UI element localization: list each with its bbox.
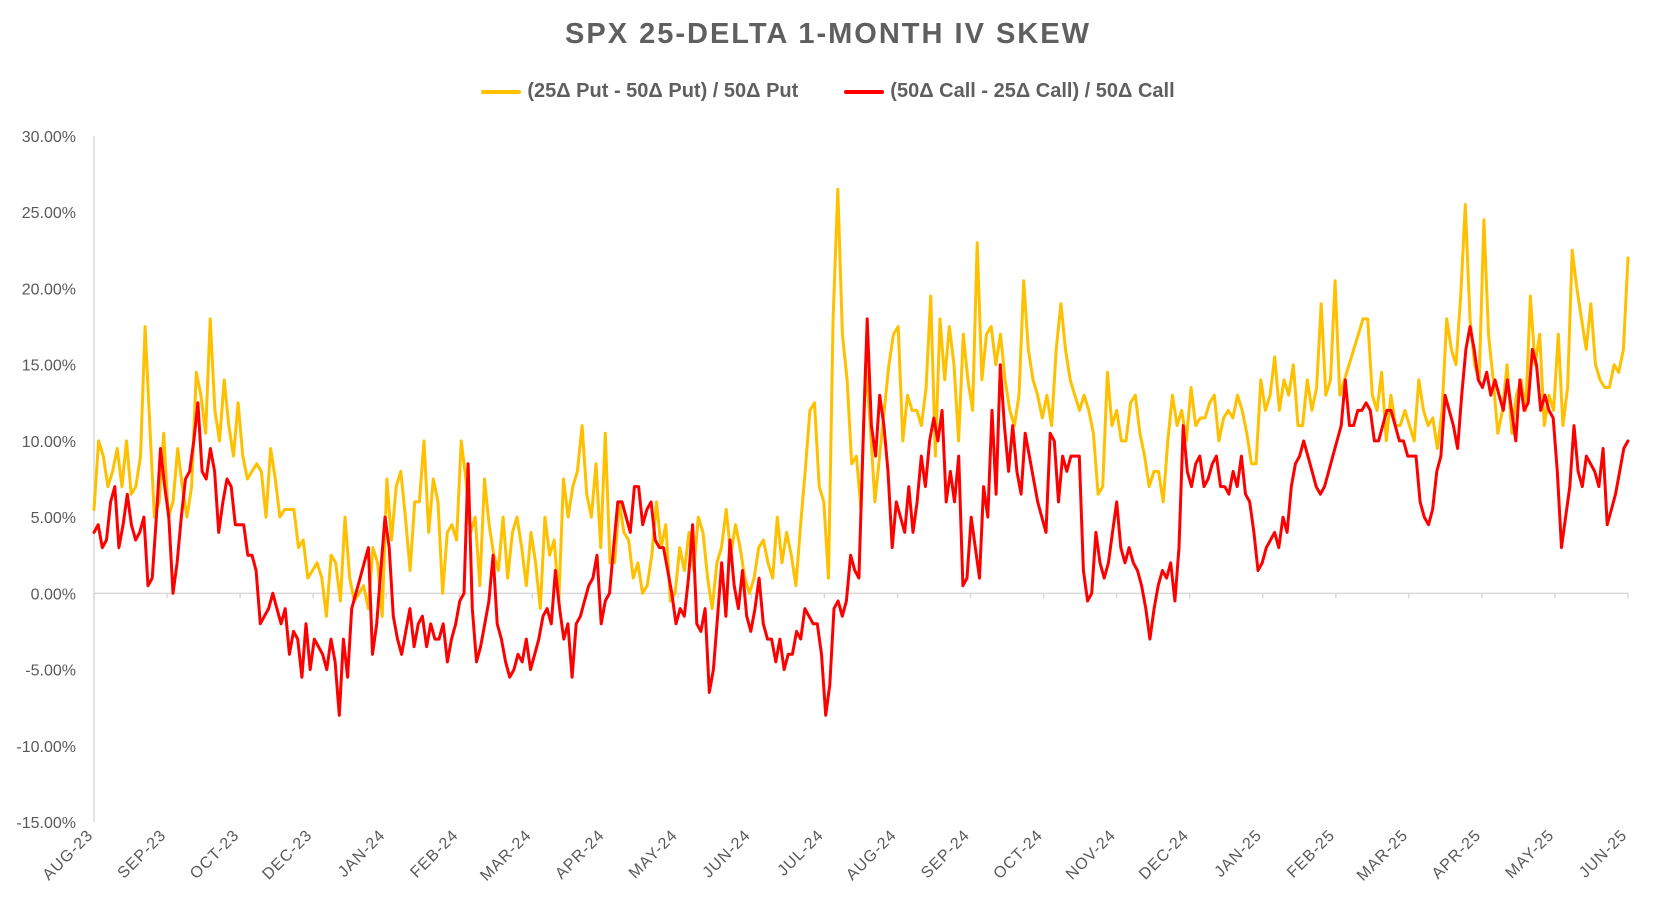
x-tick-label: FEB-25 xyxy=(1284,827,1339,882)
y-tick-label: 20.00% xyxy=(22,281,76,298)
x-tick-label: APR-25 xyxy=(1429,827,1485,883)
y-tick-label: 30.00% xyxy=(22,129,76,146)
x-tick-label: SEP-23 xyxy=(115,827,170,882)
x-tick-label: AUG-24 xyxy=(843,827,900,884)
legend: (25Δ Put - 50Δ Put) / 50Δ Put (50Δ Call … xyxy=(0,80,1656,103)
x-tick-label: JUN-24 xyxy=(700,827,755,882)
y-tick-label: -5.00% xyxy=(25,663,76,680)
x-tick-label: OCT-23 xyxy=(187,827,243,883)
legend-item-call: (50Δ Call - 25Δ Call) / 50Δ Call xyxy=(844,80,1175,103)
x-tick-label: OCT-24 xyxy=(991,827,1047,883)
x-tick-label: JAN-24 xyxy=(335,827,389,881)
y-tick-label: 5.00% xyxy=(31,510,76,527)
x-tick-label: DEC-23 xyxy=(259,827,316,884)
y-tick-label: 10.00% xyxy=(22,434,76,451)
legend-swatch-put xyxy=(481,89,522,94)
x-tick-label: MAR-25 xyxy=(1354,827,1412,885)
x-tick-label: NOV-24 xyxy=(1063,827,1120,884)
series-line-call-skew xyxy=(92,317,1630,717)
legend-swatch-call xyxy=(844,89,885,94)
x-tick-label: FEB-24 xyxy=(407,827,462,882)
legend-item-put: (25Δ Put - 50Δ Put) / 50Δ Put xyxy=(481,80,798,103)
x-tick-label: JAN-25 xyxy=(1212,827,1266,881)
y-tick-label: 15.00% xyxy=(22,358,76,375)
x-tick-label: SEP-24 xyxy=(918,827,973,882)
x-tick-label: AUG-23 xyxy=(40,827,97,884)
y-tick-label: -10.00% xyxy=(16,739,76,756)
y-tick-label: -15.00% xyxy=(16,815,76,832)
y-tick-label: 0.00% xyxy=(31,586,76,603)
legend-label-call: (50Δ Call - 25Δ Call) / 50Δ Call xyxy=(890,80,1175,102)
chart-title: SPX 25-DELTA 1-MONTH IV SKEW xyxy=(565,18,1091,50)
x-tick-label: JUN-25 xyxy=(1576,827,1631,882)
x-tick-label: DEC-24 xyxy=(1136,827,1193,884)
x-tick-label: APR-24 xyxy=(552,827,608,883)
legend-label-put: (25Δ Put - 50Δ Put) / 50Δ Put xyxy=(527,80,799,102)
x-tick-label: MAY-25 xyxy=(1503,827,1558,882)
x-tick-label: MAY-24 xyxy=(626,827,681,882)
y-tick-label: 25.00% xyxy=(22,205,76,222)
x-tick-label: MAR-24 xyxy=(477,827,535,885)
x-tick-label: JUL-24 xyxy=(775,827,828,880)
